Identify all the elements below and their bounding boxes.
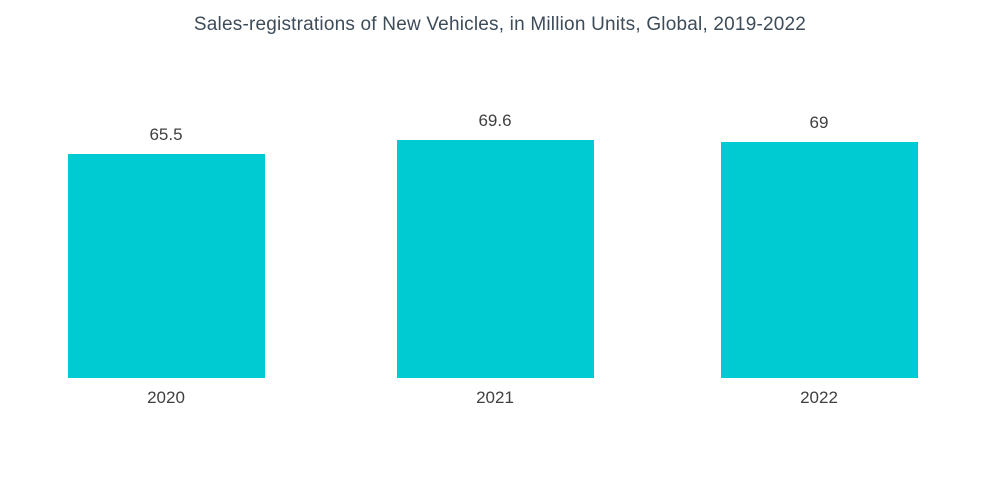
bar-value-label: 65.5	[149, 125, 183, 144]
bar-2022	[720, 142, 918, 378]
bar-value-label: 69	[809, 113, 829, 132]
chart-title: Sales-registrations of New Vehicles, in …	[193, 14, 807, 35]
bar-group-2021: 69.6	[396, 111, 594, 378]
bar-2021	[396, 140, 594, 378]
x-axis: 2020 2021 2022	[0, 388, 1000, 412]
x-label-2020: 2020	[147, 388, 185, 407]
bar-value-label: 69.6	[478, 111, 512, 130]
bar-group-2020: 65.5	[67, 125, 265, 378]
bar-2020	[67, 154, 265, 378]
x-label-2021: 2021	[476, 388, 514, 407]
bar-group-2022: 69	[720, 113, 918, 378]
plot-area: 65.5 69.6 69	[67, 111, 918, 378]
x-label-2022: 2022	[800, 388, 838, 407]
